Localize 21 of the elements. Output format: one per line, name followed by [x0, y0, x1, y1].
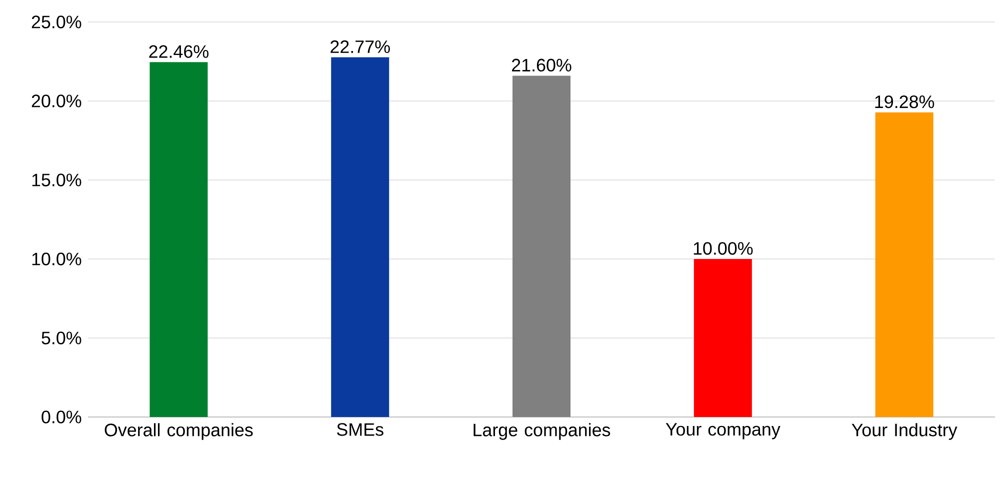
y-tick-label: 20.0%: [32, 94, 82, 108]
x-tick-label: Your Industry: [852, 423, 958, 440]
x-tick-label: SMEs: [337, 423, 384, 436]
y-tick-label: 25.0%: [32, 16, 82, 28]
x-tick-label: Overall companies: [104, 423, 253, 440]
y-tick-label: 15.0%: [32, 174, 82, 186]
data-label: 19.28%: [875, 95, 934, 108]
bar: [150, 62, 208, 417]
data-label: 21.60%: [512, 58, 572, 72]
data-label: 22.46%: [149, 45, 208, 58]
data-label: 22.77%: [330, 40, 390, 54]
bar: [512, 76, 571, 417]
y-tick-label: 10.0%: [32, 252, 82, 266]
data-label: 10.00%: [694, 242, 753, 255]
x-tick-label: Your company: [666, 423, 780, 440]
bar: [875, 112, 934, 417]
x-tick-label: Large companies: [474, 423, 610, 440]
y-tick-label: 5.0%: [42, 332, 82, 344]
y-tick-label: 0.0%: [42, 410, 82, 424]
bar: [331, 57, 390, 417]
bar: [694, 258, 752, 417]
